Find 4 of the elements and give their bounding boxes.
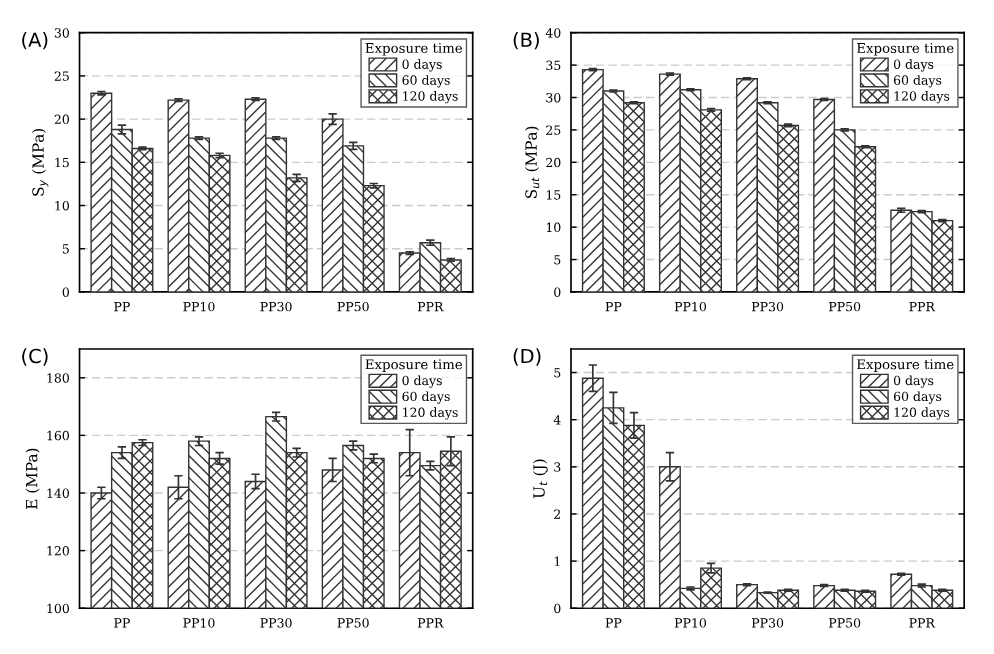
chart-title: (D)	[513, 348, 541, 366]
chart-title: (B)	[513, 32, 539, 50]
chart-title: (A)	[22, 32, 48, 50]
chart-title: (C)	[22, 348, 48, 366]
